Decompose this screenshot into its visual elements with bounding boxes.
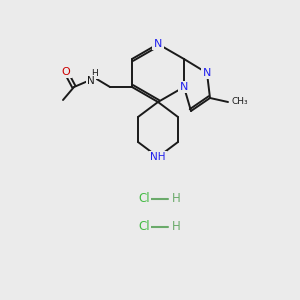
- Text: H: H: [172, 193, 181, 206]
- Text: N: N: [87, 76, 95, 86]
- Text: N: N: [154, 39, 162, 49]
- Text: O: O: [61, 67, 70, 77]
- Text: N: N: [203, 68, 211, 78]
- Text: N: N: [180, 82, 188, 92]
- Text: CH₃: CH₃: [231, 98, 247, 106]
- Text: Cl: Cl: [138, 220, 150, 233]
- Text: NH: NH: [150, 152, 166, 162]
- Text: Cl: Cl: [138, 193, 150, 206]
- Text: H: H: [172, 220, 181, 233]
- Text: H: H: [92, 69, 98, 78]
